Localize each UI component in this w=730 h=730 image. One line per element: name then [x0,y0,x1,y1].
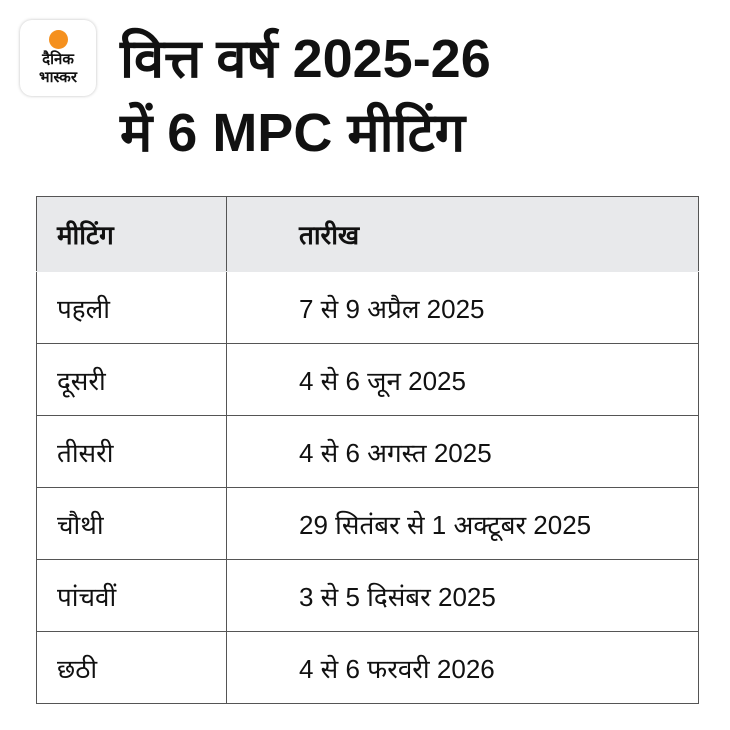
page-title: वित्त वर्ष 2025-26 में 6 MPC मीटिंग [120,22,720,170]
date-cell: 7 से 9 अप्रैल 2025 [226,271,699,344]
header-date: तारीख [226,196,699,272]
meeting-cell: पहली [36,271,227,344]
date-cell: 29 सितंबर से 1 अक्टूबर 2025 [226,487,699,560]
date-cell: 3 से 5 दिसंबर 2025 [226,559,699,632]
date-cell: 4 से 6 अगस्त 2025 [226,415,699,488]
meeting-cell: चौथी [36,487,227,560]
title-line1: वित्त वर्ष 2025-26 [120,29,491,89]
table-row: तीसरी 4 से 6 अगस्त 2025 [36,415,699,488]
title-line2: में 6 MPC मीटिंग [120,103,466,163]
table-row: चौथी 29 सितंबर से 1 अक्टूबर 2025 [36,487,699,560]
sun-icon [49,30,68,49]
date-cell: 4 से 6 फरवरी 2026 [226,631,699,704]
logo-text-line2: भास्कर [39,69,77,86]
logo-text-line1: दैनिक [42,51,74,68]
meeting-cell: पांचवीं [36,559,227,632]
meeting-cell: दूसरी [36,343,227,416]
table-row: दूसरी 4 से 6 जून 2025 [36,343,699,416]
dainik-bhaskar-logo: दैनिक भास्कर [20,20,96,96]
meetings-table: मीटिंग तारीख पहली 7 से 9 अप्रैल 2025 दूसरी… [36,196,699,704]
table-header-row: मीटिंग तारीख [36,196,699,272]
table-row: छठी 4 से 6 फरवरी 2026 [36,631,699,704]
table-row: पांचवीं 3 से 5 दिसंबर 2025 [36,559,699,632]
table-row: पहली 7 से 9 अप्रैल 2025 [36,271,699,344]
header-meeting: मीटिंग [36,196,227,272]
meeting-cell: तीसरी [36,415,227,488]
meeting-cell: छठी [36,631,227,704]
date-cell: 4 से 6 जून 2025 [226,343,699,416]
